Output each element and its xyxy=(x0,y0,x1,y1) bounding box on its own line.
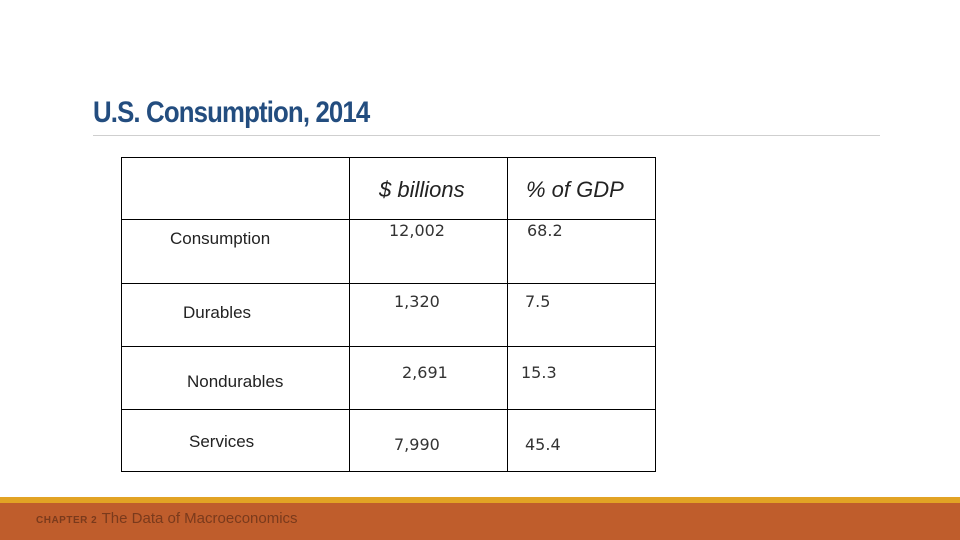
row-label-services: Services xyxy=(189,432,255,451)
header-pct-gdp: % of GDP xyxy=(526,177,624,202)
table-border-top xyxy=(121,157,656,158)
footer-chapter-title: The Data of Macroeconomics xyxy=(101,510,298,527)
footer-accent-stripe xyxy=(0,497,960,503)
consumption-table: $ billions % of GDP Consumption 12,002 6… xyxy=(121,157,656,472)
table-col-divider xyxy=(507,157,508,472)
table-col-divider xyxy=(349,157,350,472)
table-border-bottom xyxy=(121,471,656,472)
table-row-divider xyxy=(121,409,656,410)
table-border-right xyxy=(655,157,656,472)
header-billions: $ billions xyxy=(379,177,465,202)
slide-title: U.S. Consumption, 2014 xyxy=(93,96,370,129)
row-label-nondurables: Nondurables xyxy=(187,372,284,391)
value-billions: 12,002 xyxy=(389,221,445,240)
value-pct-gdp: 68.2 xyxy=(527,221,563,240)
footer-bar xyxy=(0,503,960,540)
footer-chapter: CHAPTER 2 xyxy=(36,515,98,526)
value-pct-gdp: 7.5 xyxy=(525,292,551,311)
value-billions: 7,990 xyxy=(394,435,440,454)
value-billions: 2,691 xyxy=(402,363,448,382)
title-divider xyxy=(93,135,880,136)
value-pct-gdp: 15.3 xyxy=(521,363,557,382)
table-row-divider xyxy=(121,219,656,220)
table-row-divider xyxy=(121,283,656,284)
table-border-left xyxy=(121,157,122,472)
value-pct-gdp: 45.4 xyxy=(525,435,561,454)
footer-caption: CHAPTER 2 The Data of Macroeconomics xyxy=(36,510,298,528)
table-row-divider xyxy=(121,346,656,347)
row-label-consumption: Consumption xyxy=(170,229,271,248)
row-label-durables: Durables xyxy=(183,303,252,322)
value-billions: 1,320 xyxy=(394,292,440,311)
